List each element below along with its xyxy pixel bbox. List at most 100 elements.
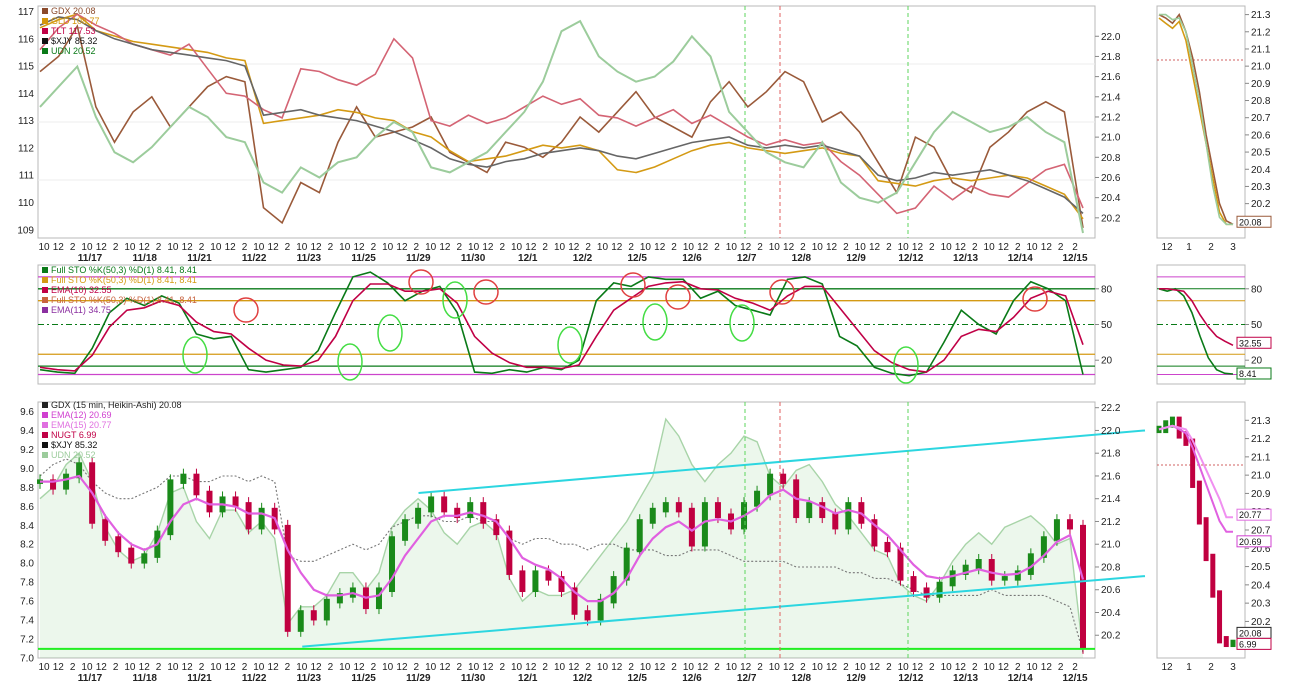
- heikin-ashi-candle-down: [128, 547, 135, 564]
- heikin-ashi-x-axis-date-label: 12/8: [792, 673, 812, 684]
- stochastic-inset-value-tag-sto-box: [1236, 367, 1272, 380]
- heikin-ashi-inset-axis-label: 20.5: [1251, 562, 1271, 573]
- stochastic-inset-axis-label: 50: [1251, 320, 1263, 331]
- heikin-ashi-left-axis-label: 7.4: [20, 616, 34, 627]
- main-x-axis-time-label: 12: [697, 242, 709, 253]
- heikin-ashi-candle-up: [258, 507, 265, 530]
- main-x-axis-date-label: 12/7: [737, 253, 757, 264]
- main-inset-series-udn: [1159, 13, 1233, 226]
- heikin-ashi-candle-up: [532, 570, 539, 593]
- heikin-ashi-candle-down: [480, 502, 487, 524]
- heikin-ashi-left-axis-label: 9.2: [20, 445, 34, 456]
- stochastic-legend-swatch: [42, 277, 48, 283]
- heikin-ashi-candle-down: [714, 502, 721, 519]
- main-inset-axis-label: 20.3: [1251, 182, 1271, 193]
- heikin-ashi-x-axis-time-label: 12: [525, 662, 537, 673]
- heikin-ashi-x-axis-time-label: 12: [568, 662, 580, 673]
- main-x-axis-time-label: 12: [439, 242, 451, 253]
- heikin-ashi-x-axis-time-label: 2: [1072, 662, 1078, 673]
- heikin-ashi-x-axis-time-label: 12: [826, 662, 838, 673]
- heikin-ashi-inset-candle-down: [1223, 636, 1229, 648]
- heikin-ashi-x-axis-time-label: 10: [554, 662, 566, 673]
- heikin-ashi-candle-up: [180, 473, 187, 484]
- heikin-ashi-candle-down: [519, 570, 526, 593]
- heikin-ashi-x-axis-time-label: 2: [242, 662, 248, 673]
- main-x-axis-time-label: 12: [396, 242, 408, 253]
- heikin-ashi-candle-up: [936, 581, 943, 598]
- heikin-ashi-inset-x-label: 3: [1230, 662, 1236, 673]
- main-inset-axis-label: 21.0: [1251, 62, 1271, 73]
- heikin-ashi-candle-up: [962, 564, 969, 575]
- heikin-ashi-candle-down: [245, 502, 252, 530]
- heikin-ashi-candle-down: [115, 536, 122, 553]
- heikin-ashi-candle-up: [767, 473, 774, 496]
- heikin-ashi-x-axis-time-label: 10: [941, 662, 953, 673]
- main-x-axis-date-label: 12/6: [682, 253, 702, 264]
- heikin-ashi-x-axis-date-label: 12/13: [953, 673, 978, 684]
- heikin-ashi-x-axis-time-label: 12: [482, 662, 494, 673]
- main-x-axis-date-label: 11/30: [461, 253, 486, 264]
- heikin-ashi-inset-candle-down: [1217, 590, 1223, 644]
- main-x-axis-date-label: 12/9: [846, 253, 866, 264]
- main-x-axis-time-label: 10: [640, 242, 652, 253]
- heikin-ashi-x-axis-time-label: 10: [124, 662, 136, 673]
- stochastic-legend-entry: EMA(11) 34.75: [51, 305, 111, 315]
- main-x-axis-time-label: 12: [311, 242, 323, 253]
- heikin-ashi-candle-up: [662, 502, 669, 513]
- main-x-axis-time-label: 2: [1015, 242, 1021, 253]
- heikin-ashi-candle-up: [636, 519, 643, 553]
- heikin-ashi-candle-up: [623, 547, 630, 581]
- heikin-ashi-inset-axis-label: 21.1: [1251, 452, 1271, 463]
- heikin-ashi-left-axis-label: 9.0: [20, 464, 34, 475]
- heikin-ashi-series-xjy: [39, 458, 1084, 653]
- heikin-ashi-inset-value-tag-ema12: 20.69: [1239, 537, 1262, 547]
- heikin-ashi-right-axis-label: 21.6: [1101, 471, 1121, 482]
- main-legend-entry: UDN 20.52: [51, 46, 96, 56]
- heikin-ashi-candle-down: [884, 541, 891, 553]
- heikin-ashi-inset-axis-label: 20.9: [1251, 489, 1271, 500]
- heikin-ashi-right-axis-label: 21.0: [1101, 540, 1121, 551]
- main-x-axis-date-label: 11/18: [132, 253, 157, 264]
- heikin-ashi-right-axis-label: 20.6: [1101, 585, 1121, 596]
- stochastic-buy-signal-circle: [182, 336, 208, 374]
- heikin-ashi-candle-down: [1066, 519, 1073, 530]
- main-x-axis-date-label: 12/8: [792, 253, 812, 264]
- stochastic-legend-entry: Full STO %K(50,3) %D(1) 8.41, 8.41: [51, 295, 197, 305]
- heikin-ashi-x-axis-time-label: 2: [843, 662, 849, 673]
- heikin-ashi-candle-up: [754, 490, 761, 507]
- heikin-ashi-x-axis-time-label: 10: [855, 662, 867, 673]
- main-x-axis-time-label: 2: [929, 242, 935, 253]
- heikin-ashi-inset-candle-up: [1156, 425, 1162, 434]
- main-inset-axis-label: 20.5: [1251, 148, 1271, 159]
- heikin-ashi-left-axis-label: 8.6: [20, 502, 34, 513]
- heikin-ashi-panel-frame: [37, 401, 1096, 659]
- heikin-ashi-candle-up: [806, 502, 813, 519]
- heikin-ashi-legend-swatch: [42, 442, 48, 448]
- heikin-ashi-inset-axis-label: 20.4: [1251, 580, 1271, 591]
- heikin-ashi-right-axis-label: 20.8: [1101, 562, 1121, 573]
- main-x-axis-time-label: 2: [414, 242, 420, 253]
- heikin-ashi-candle-down: [675, 502, 682, 513]
- main-right-axis-label: 20.2: [1101, 213, 1121, 224]
- heikin-ashi-x-axis-time-label: 10: [253, 662, 265, 673]
- heikin-ashi-x-axis-time-label: 12: [225, 662, 237, 673]
- main-inset-axis-label: 20.8: [1251, 96, 1271, 107]
- stochastic-legend-entry: EMA(10) 32.55: [51, 285, 112, 295]
- main-x-axis-time-label: 10: [554, 242, 566, 253]
- heikin-ashi-candle-down: [832, 513, 839, 530]
- heikin-ashi-legend-swatch: [42, 422, 48, 428]
- main-x-axis-time-label: 10: [382, 242, 394, 253]
- heikin-ashi-x-axis-time-label: 10: [38, 662, 50, 673]
- heikin-ashi-x-axis-date-label: 11/22: [242, 673, 267, 684]
- main-x-axis-time-label: 2: [456, 242, 462, 253]
- heikin-ashi-legend-swatch: [42, 412, 48, 418]
- heikin-ashi-x-axis-time-label: 2: [285, 662, 291, 673]
- main-x-axis-time-label: 2: [70, 242, 76, 253]
- heikin-ashi-x-axis-time-label: 2: [456, 662, 462, 673]
- heikin-ashi-inset-candle-down: [1196, 480, 1202, 525]
- heikin-ashi-legend-entry: GDX (15 min, Heikin-Ashi) 20.08: [51, 400, 182, 410]
- heikin-ashi-inset-value-tag-nugt: 6.99: [1239, 639, 1257, 649]
- main-right-axis-label: 21.0: [1101, 133, 1121, 144]
- heikin-ashi-inset-candle-down: [1210, 553, 1216, 598]
